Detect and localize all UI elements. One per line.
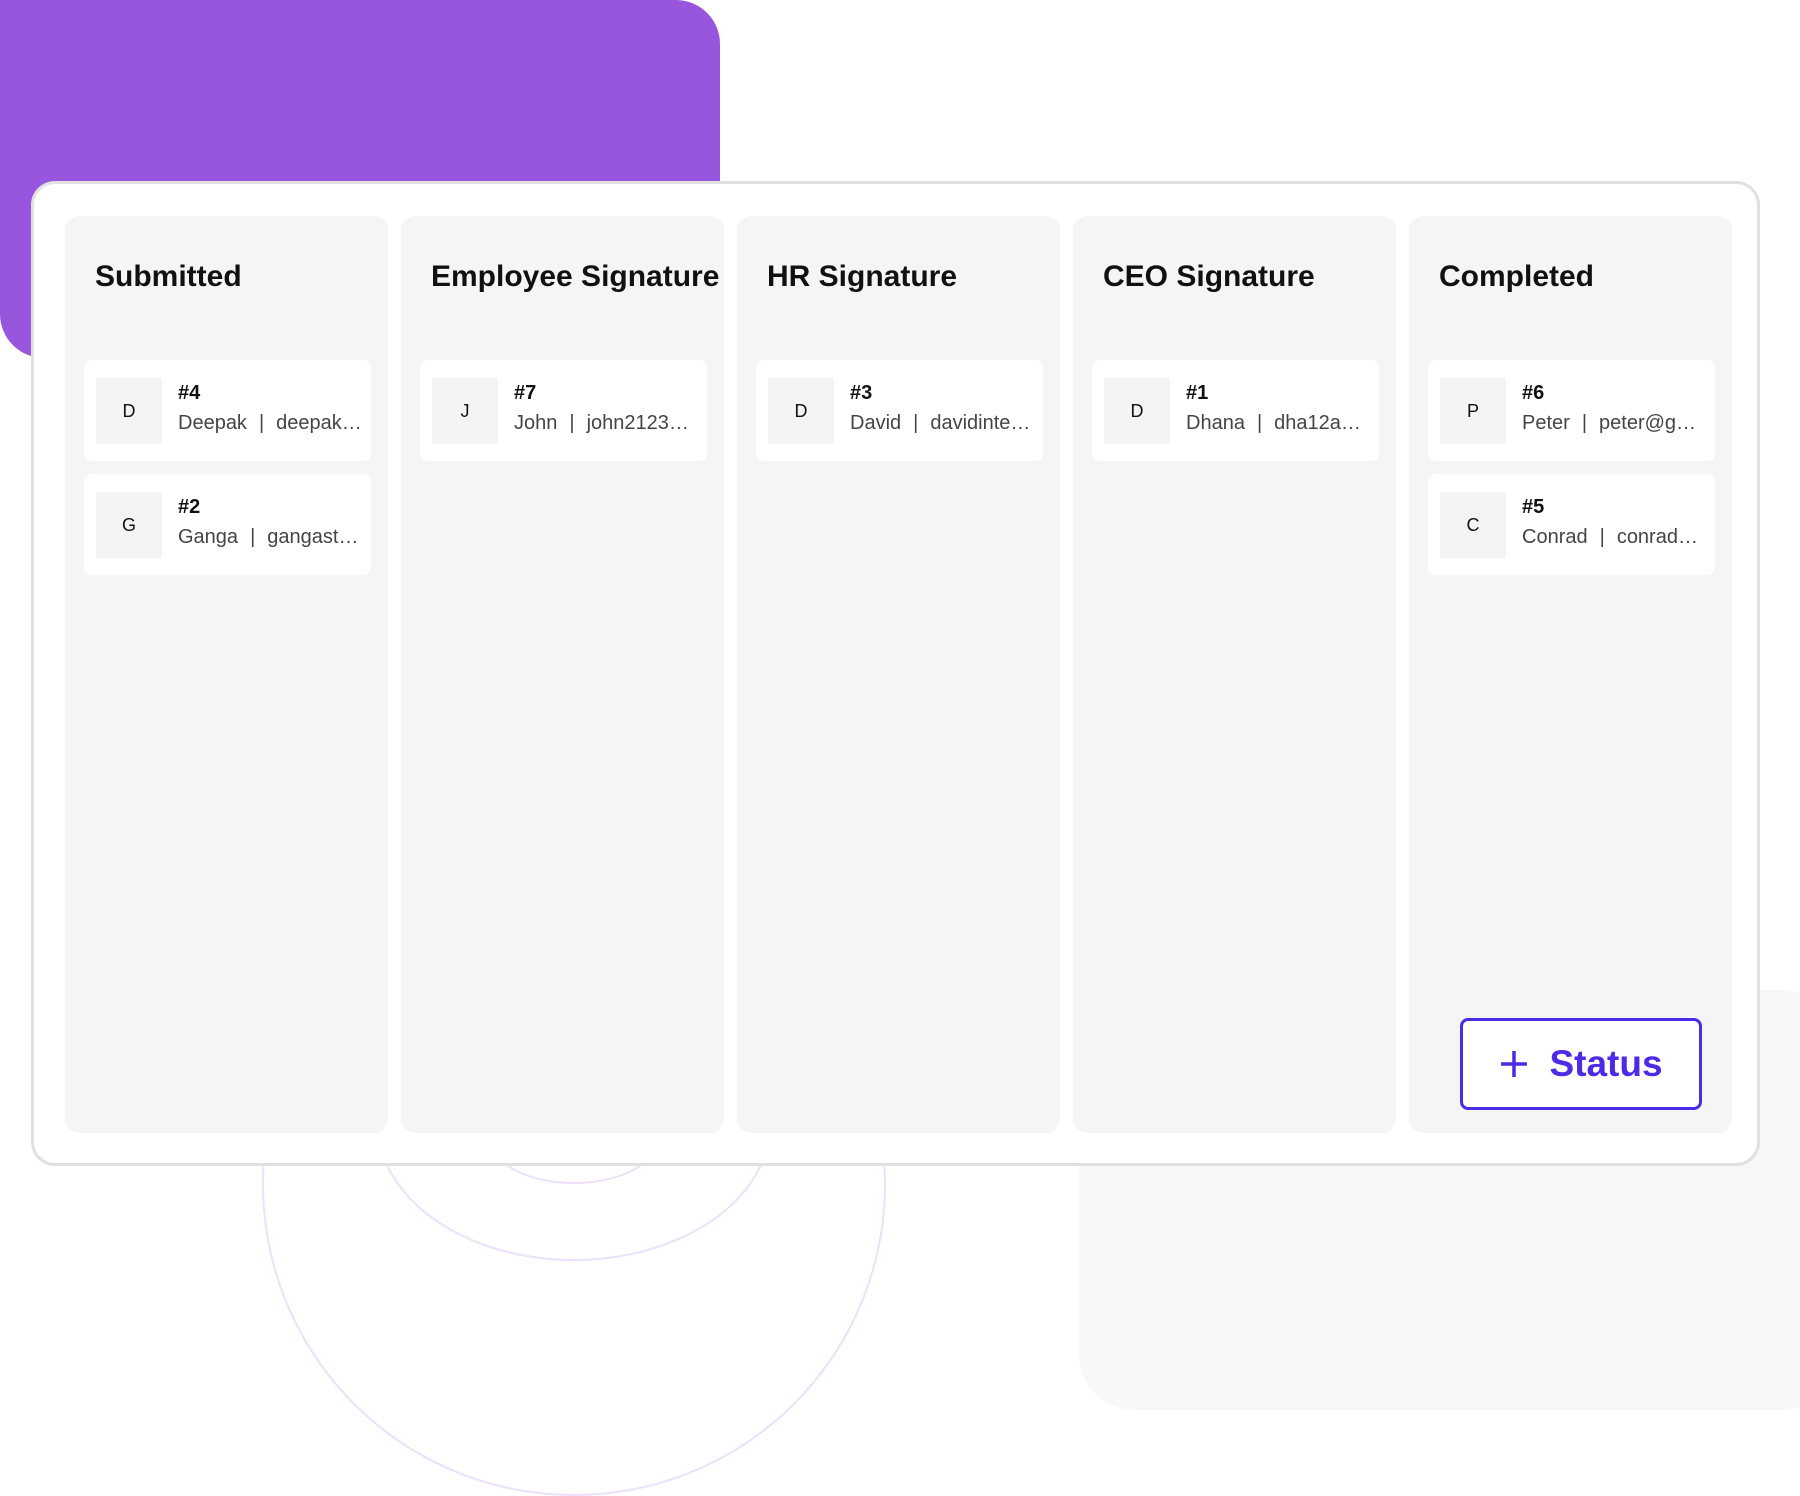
- request-card[interactable]: D #4 Deepak | deepak…: [84, 360, 371, 461]
- plus-icon: [1501, 1051, 1528, 1077]
- avatar: C: [1440, 492, 1506, 558]
- card-email: conrad…: [1616, 526, 1698, 548]
- card-email: dha12a…: [1274, 412, 1361, 434]
- separator: |: [913, 412, 919, 434]
- column-title: CEO Signature: [1103, 260, 1315, 293]
- add-status-button[interactable]: Status: [1460, 1018, 1702, 1110]
- avatar: D: [768, 378, 834, 444]
- card-id: #1: [1186, 382, 1209, 404]
- avatar: D: [1104, 378, 1170, 444]
- card-name: Deepak: [178, 412, 247, 434]
- kanban-board: Completed P #6 Peter | peter@g… C #5 Conrad | conr…: [31, 181, 1760, 1166]
- column-title: Completed: [1439, 260, 1595, 293]
- card-email: john2123…: [586, 412, 689, 434]
- add-status-label: Status: [1549, 1043, 1663, 1084]
- card-id: #5: [1522, 496, 1545, 518]
- column-employee-signature: Employee Signature J #7 John | john2123…: [401, 216, 724, 1133]
- avatar: J: [432, 378, 498, 444]
- card-id: #7: [514, 382, 537, 404]
- request-card[interactable]: D #3 David | davidinte…: [756, 360, 1043, 461]
- card-meta: Conrad | conrad…: [1522, 526, 1698, 549]
- separator: |: [569, 412, 575, 434]
- card-email: gangast…: [267, 526, 359, 548]
- card-name: Conrad: [1522, 526, 1588, 548]
- column-title: Submitted: [95, 260, 242, 293]
- card-name: John: [514, 412, 558, 434]
- card-name: Dhana: [1186, 412, 1245, 434]
- card-email: davidinte…: [930, 412, 1031, 434]
- column-title: HR Signature: [767, 260, 958, 293]
- avatar: G: [96, 492, 162, 558]
- card-email: peter@g…: [1599, 412, 1697, 434]
- separator: |: [1581, 412, 1588, 434]
- request-card[interactable]: G #2 Ganga | gangast…: [84, 474, 371, 575]
- card-id: #2: [178, 496, 201, 518]
- card-id: #4: [178, 382, 201, 404]
- card-meta: John | john2123…: [514, 412, 689, 435]
- card-meta: David | davidinte…: [850, 412, 1030, 435]
- card-name: Peter: [1522, 412, 1570, 434]
- separator: |: [1599, 526, 1605, 548]
- request-card[interactable]: P #6 Peter | peter@g…: [1428, 360, 1715, 461]
- card-meta: Dhana | dha12a…: [1186, 412, 1361, 435]
- separator: |: [250, 526, 256, 548]
- avatar: P: [1440, 378, 1506, 444]
- card-name: Ganga: [178, 526, 239, 548]
- request-card[interactable]: C #5 Conrad | conrad…: [1428, 474, 1715, 575]
- request-card[interactable]: D #1 Dhana | dha12a…: [1092, 360, 1379, 461]
- card-meta: Peter | peter@g…: [1522, 412, 1696, 435]
- column-submitted: Submitted D #4 Deepak | deepak… G #2 Ganga | ganga…: [65, 216, 388, 1133]
- card-email: deepak…: [276, 412, 362, 434]
- column-title: Employee Signature: [431, 260, 720, 293]
- column-completed: Completed P #6 Peter | peter@g… C #5 Conrad | conr…: [1409, 216, 1732, 1133]
- request-card[interactable]: J #7 John | john2123…: [420, 360, 707, 461]
- card-meta: Ganga | gangast…: [178, 526, 358, 549]
- avatar: D: [96, 378, 162, 444]
- card-id: #6: [1522, 382, 1545, 404]
- separator: |: [258, 412, 265, 434]
- card-id: #3: [850, 382, 873, 404]
- card-name: David: [850, 412, 902, 434]
- column-ceo-signature: CEO Signature D #1 Dhana | dha12a…: [1073, 216, 1396, 1133]
- column-hr-signature: HR Signature D #3 David | davidinte…: [737, 216, 1060, 1133]
- separator: |: [1256, 412, 1263, 434]
- card-meta: Deepak | deepak…: [178, 412, 362, 435]
